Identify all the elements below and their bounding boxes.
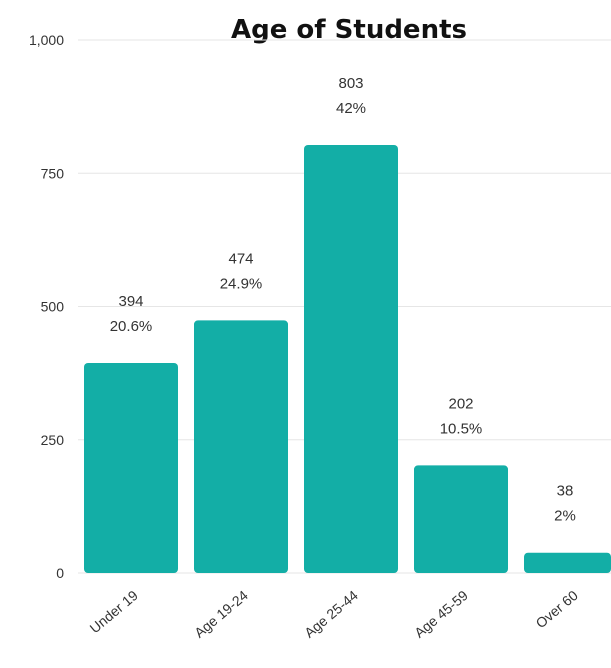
y-axis-tick-labels: 0 250 500 750 1,000	[29, 32, 64, 581]
x-tick-label: Age 19-24	[191, 587, 251, 641]
data-label-value: 394	[118, 293, 143, 310]
data-label-value: 38	[557, 483, 574, 500]
bar	[304, 145, 398, 573]
x-tick-label: Under 19	[87, 587, 142, 636]
bar	[524, 552, 611, 573]
data-label-percent: 2%	[554, 508, 576, 525]
data-label-value: 803	[338, 75, 363, 92]
y-tick-label: 500	[41, 299, 65, 315]
data-labels: 394 20.6% 474 24.9% 803 42% 202 10.5% 38 2%	[110, 75, 576, 525]
bar	[84, 362, 178, 573]
x-tick-label: Age 25-44	[301, 587, 361, 641]
data-label-percent: 20.6%	[110, 318, 153, 335]
data-label-value: 474	[228, 250, 253, 267]
y-tick-label: 0	[56, 565, 64, 581]
x-axis-tick-labels: Under 19 Age 19-24 Age 25-44 Age 45-59 Over …	[87, 587, 582, 641]
data-label-percent: 10.5%	[440, 420, 483, 437]
data-label-percent: 42%	[336, 100, 366, 117]
bar	[194, 320, 288, 573]
y-tick-label: 1,000	[29, 32, 64, 48]
x-tick-label: Age 45-59	[411, 587, 471, 641]
bars	[84, 145, 611, 573]
y-tick-label: 750	[41, 165, 65, 181]
data-label-percent: 24.9%	[220, 275, 263, 292]
bar	[414, 465, 508, 573]
y-tick-label: 250	[41, 432, 65, 448]
data-label-value: 202	[448, 395, 473, 412]
x-tick-label: Over 60	[532, 587, 581, 631]
